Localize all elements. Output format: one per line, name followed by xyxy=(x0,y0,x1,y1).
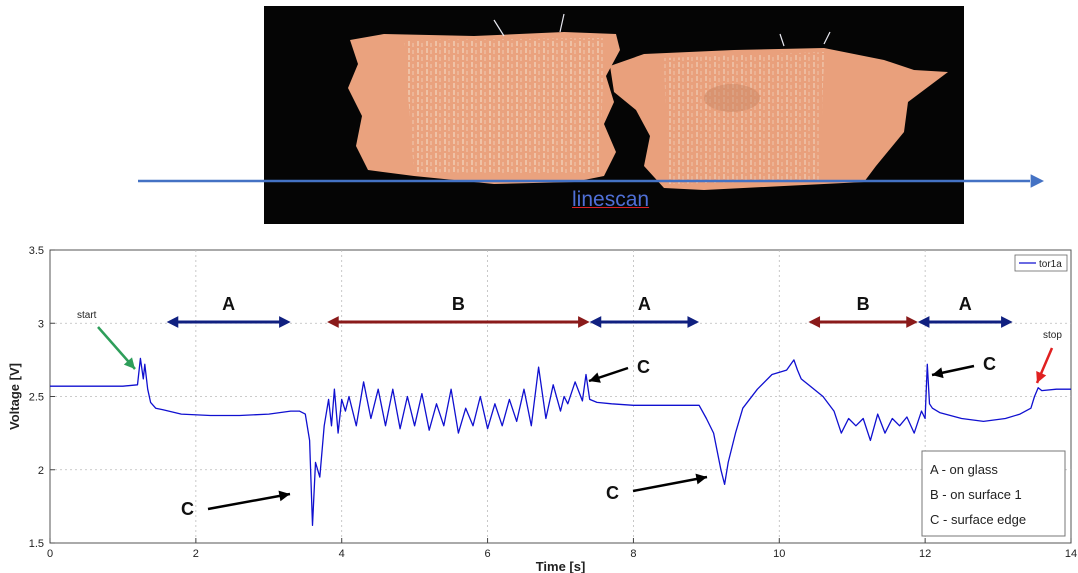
region-label-A: A xyxy=(638,294,651,314)
region-arrow-A-left-head xyxy=(917,316,930,328)
x-tick-label: 4 xyxy=(339,548,345,560)
annotation-c-label: C xyxy=(181,499,194,519)
region-label-B: B xyxy=(452,294,465,314)
y-tick-label: 2.5 xyxy=(29,392,44,404)
x-tick-label: 10 xyxy=(773,548,785,560)
annotation-c-label: C xyxy=(606,483,619,503)
legend-label: tor1a xyxy=(1039,259,1062,270)
key-box-entry: C - surface edge xyxy=(930,512,1026,527)
x-axis-label: Time [s] xyxy=(536,559,586,573)
region-arrow-B-right-head xyxy=(578,316,590,328)
y-tick-label: 3.5 xyxy=(29,245,44,257)
annotation-c-arrow-head xyxy=(589,372,601,383)
annotation-c-arrow-head xyxy=(932,367,944,379)
key-box-entry: A - on glass xyxy=(930,462,998,477)
y-tick-label: 3 xyxy=(38,318,44,330)
legend-box xyxy=(1014,254,1068,272)
x-tick-label: 2 xyxy=(193,548,199,560)
region-arrow-B-left-head xyxy=(808,316,821,328)
annotation-c-arrow-head xyxy=(278,490,290,502)
region-label-A: A xyxy=(959,294,972,314)
region-label-A: A xyxy=(222,294,235,314)
series-line-tor1a xyxy=(50,357,1071,527)
key-box-entry: B - on surface 1 xyxy=(930,487,1022,502)
region-arrow-B-left-head xyxy=(327,316,339,328)
region-arrow-A-left-head xyxy=(589,316,602,328)
linescan-arrow-head xyxy=(1030,174,1044,188)
region-arrow-A-right-head xyxy=(279,316,291,328)
region-arrow-B-right-head xyxy=(906,316,918,328)
x-tick-label: 8 xyxy=(630,548,636,560)
annotation-c-arrow-head xyxy=(695,473,707,485)
y-tick-label: 2 xyxy=(38,465,44,477)
annotation-c-label: C xyxy=(637,357,650,377)
annotation-stop-label: stop xyxy=(1043,330,1062,341)
tissue-sample-photo xyxy=(264,6,964,224)
region-arrow-A-left-head xyxy=(166,316,179,328)
annotation-c-arrow-shaft xyxy=(632,475,708,493)
key-box xyxy=(921,450,1066,537)
x-tick-label: 12 xyxy=(919,548,931,560)
annotation-c-label: C xyxy=(983,354,996,374)
region-label-B: B xyxy=(857,294,870,314)
x-tick-label: 14 xyxy=(1065,548,1077,560)
region-arrow-A-right-head xyxy=(1001,316,1013,328)
annotation-stop-arrow-head xyxy=(1036,371,1047,383)
region-arrow-A-right-head xyxy=(687,316,700,328)
tissue-sample-drawing xyxy=(348,13,948,190)
annotation-c-arrow-shaft xyxy=(207,492,291,511)
annotation-start-label: start xyxy=(77,310,97,321)
y-tick-label: 1.5 xyxy=(29,538,44,550)
linescan-label: linescan xyxy=(572,188,650,211)
x-tick-label: 0 xyxy=(47,548,53,560)
annotation-start-arrow-head xyxy=(123,357,135,369)
y-axis-label: Voltage [V] xyxy=(7,363,22,430)
x-tick-label: 6 xyxy=(485,548,491,560)
